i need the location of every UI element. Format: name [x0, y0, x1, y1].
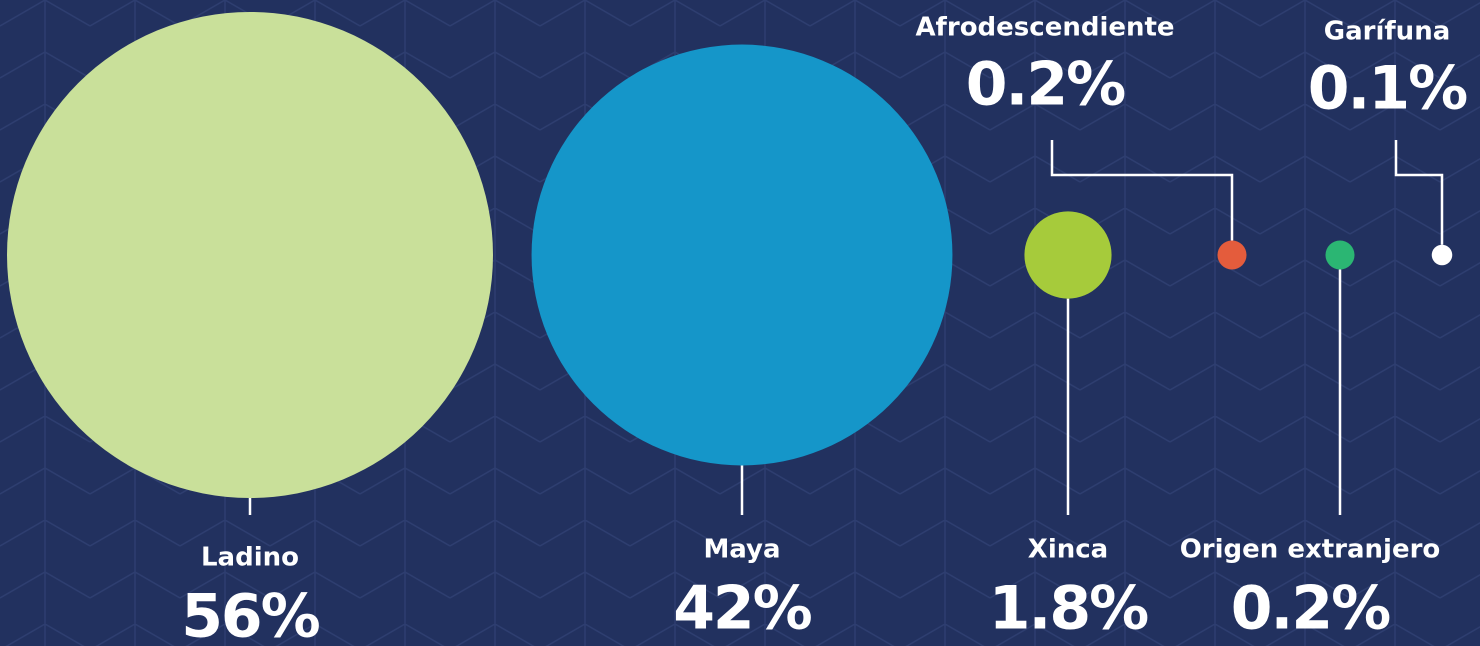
- category-label: Afrodescendiente: [915, 13, 1174, 43]
- category-label: Garífuna: [1324, 17, 1451, 47]
- value-label: 56%: [181, 582, 319, 646]
- bubble: [531, 44, 953, 466]
- category-label: Origen extranjero: [1180, 535, 1441, 565]
- value-label: 0.2%: [1231, 574, 1390, 644]
- bubble: [1217, 240, 1247, 270]
- category-label: Maya: [703, 535, 780, 565]
- bubble: [1431, 244, 1453, 266]
- bubble: [1024, 211, 1112, 299]
- value-label: 0.2%: [966, 50, 1125, 120]
- category-label: Ladino: [201, 543, 299, 573]
- connector: [1394, 140, 1444, 245]
- value-label: 1.8%: [989, 574, 1148, 644]
- bubble: [7, 12, 493, 498]
- bubble: [1325, 240, 1355, 270]
- value-label: 42%: [673, 574, 811, 644]
- value-label: 0.1%: [1308, 54, 1467, 124]
- connector: [1050, 140, 1234, 241]
- category-label: Xinca: [1028, 535, 1108, 565]
